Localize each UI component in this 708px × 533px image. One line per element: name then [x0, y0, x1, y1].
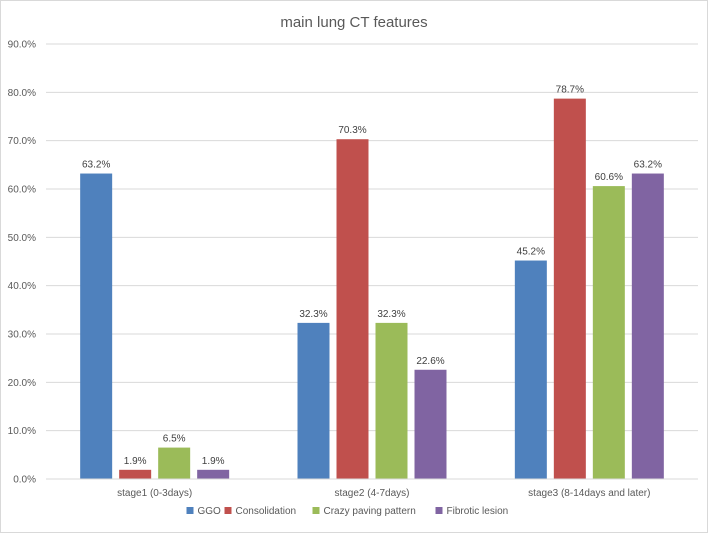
bar: [197, 469, 230, 479]
x-category-label: stage1 (0-3days): [117, 488, 192, 499]
legend-swatch: [224, 507, 232, 514]
bar: [592, 186, 625, 479]
data-labels: 63.2% 1.9% 6.5% 1.9% 32.3% 70.3% 32.3% 22.6% 45.…: [82, 85, 662, 467]
bar: [631, 173, 664, 480]
x-category-label: stage2 (4-7days): [334, 488, 409, 499]
legend-swatch: [312, 507, 320, 514]
data-label: 70.3%: [338, 125, 366, 136]
legend-label: Crazy paving pattern: [324, 506, 416, 517]
data-label: 22.6%: [416, 356, 444, 367]
x-axis-categories: stage1 (0-3days) stage2 (4-7days) stage3 (…: [117, 488, 650, 499]
data-label: 32.3%: [377, 309, 405, 320]
data-label: 63.2%: [82, 160, 110, 171]
y-tick-label: 60.0%: [8, 185, 36, 196]
data-label: 32.3%: [299, 309, 327, 320]
bar: [297, 322, 330, 479]
legend-swatch: [435, 507, 443, 514]
bar: [553, 98, 586, 479]
data-label: 63.2%: [634, 160, 662, 171]
bar: [80, 173, 113, 480]
legend-item: Fibrotic lesion: [435, 506, 509, 517]
y-tick-label: 30.0%: [8, 330, 36, 341]
bar: [375, 322, 408, 479]
data-label: 45.2%: [517, 247, 545, 258]
legend-label: Consolidation: [236, 506, 297, 517]
x-category-label: stage3 (8-14days and later): [528, 488, 650, 499]
data-label: 1.9%: [124, 456, 147, 467]
legend-label: Fibrotic lesion: [447, 506, 509, 517]
data-label: 1.9%: [202, 456, 225, 467]
bar: [119, 469, 152, 479]
data-label: 60.6%: [595, 172, 623, 183]
legend-item: GGO: [186, 506, 222, 517]
legend-item: Crazy paving pattern: [312, 506, 416, 517]
chart-title: main lung CT features: [280, 14, 427, 31]
y-tick-label: 40.0%: [8, 281, 36, 292]
bar: [158, 447, 191, 479]
y-tick-label: 0.0%: [13, 475, 36, 486]
legend-item: Consolidation: [224, 506, 297, 517]
data-label: 6.5%: [163, 434, 186, 445]
bar: [414, 369, 447, 479]
bar: [514, 260, 547, 479]
legend: GGO Consolidation Crazy paving pattern Fibr…: [186, 506, 509, 517]
y-tick-label: 50.0%: [8, 233, 36, 244]
gridlines: [46, 43, 698, 432]
y-tick-label: 90.0%: [8, 40, 36, 51]
y-tick-label: 10.0%: [8, 426, 36, 437]
bar: [336, 139, 369, 479]
y-axis-ticks: 0.0% 10.0% 20.0% 30.0% 40.0% 50.0% 60.0% 70.0% 8…: [8, 40, 36, 486]
bars: [80, 98, 664, 480]
y-tick-label: 80.0%: [8, 88, 36, 99]
data-label: 78.7%: [556, 85, 584, 96]
legend-label: GGO: [198, 506, 222, 517]
y-tick-label: 20.0%: [8, 378, 36, 389]
y-tick-label: 70.0%: [8, 136, 36, 147]
legend-swatch: [186, 507, 194, 514]
